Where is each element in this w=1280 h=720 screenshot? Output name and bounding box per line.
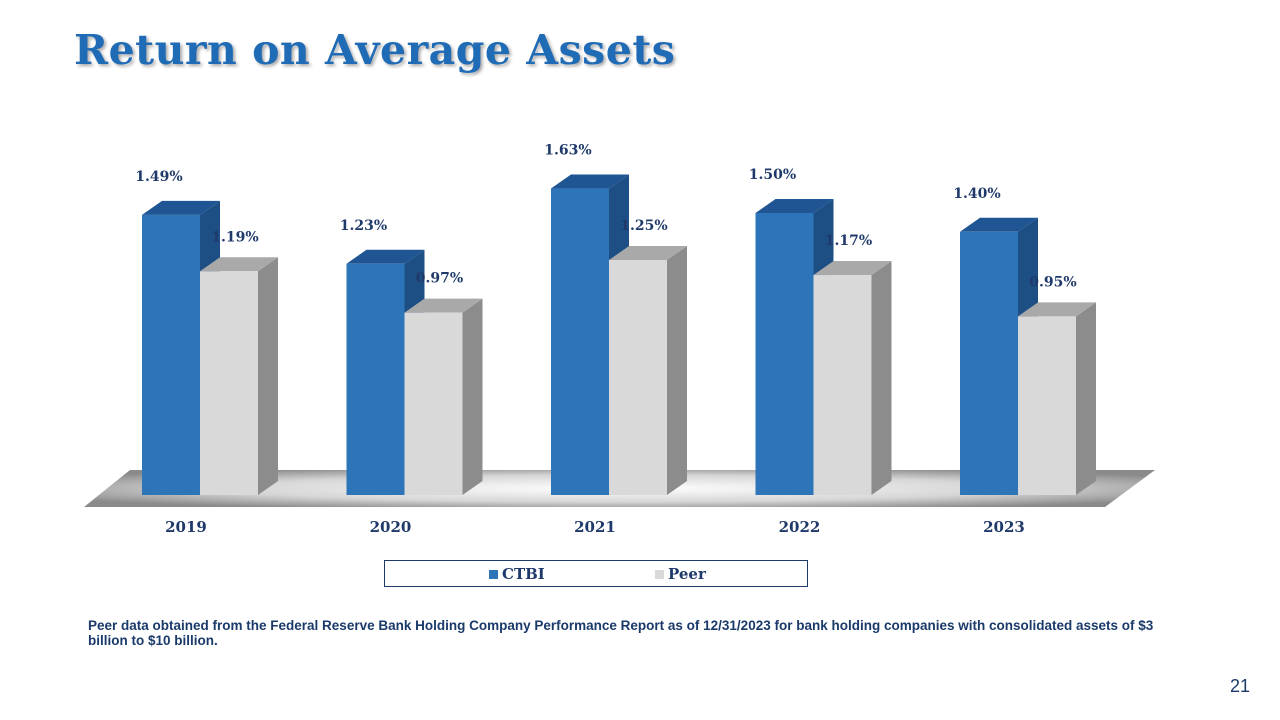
legend-item-ctbi: CTBI xyxy=(489,565,545,583)
legend-label-ctbi: CTBI xyxy=(502,565,545,583)
x-tick-label-2023: 2023 xyxy=(983,518,1025,536)
bar-peer-2021 xyxy=(609,260,667,495)
bar-top-peer-2021 xyxy=(609,246,687,260)
bar-top-peer-2022 xyxy=(813,261,892,276)
bar-top-ctbi-2023 xyxy=(960,217,1038,232)
bar-ctbi-2021 xyxy=(551,188,609,495)
bar-ctbi-2023 xyxy=(960,231,1018,496)
bar-top-ctbi-2022 xyxy=(755,199,834,213)
x-tick-label-2019: 2019 xyxy=(165,518,207,536)
bar-ctbi-2019 xyxy=(142,214,200,495)
bar-top-peer-2023 xyxy=(1018,302,1096,317)
page-number: 21 xyxy=(1229,676,1250,696)
bar-side-peer-2022 xyxy=(871,261,892,495)
bar-top-peer-2019 xyxy=(200,257,278,272)
bar-ctbi-2022 xyxy=(755,213,814,495)
legend-swatch-ctbi xyxy=(489,569,498,579)
bar-side-peer-2019 xyxy=(258,257,278,495)
data-label-ctbi-2022: 1.50% xyxy=(749,167,796,183)
data-label-peer-2019: 1.19% xyxy=(211,229,258,245)
bar-top-ctbi-2019 xyxy=(142,200,220,215)
bar-side-peer-2021 xyxy=(667,246,687,495)
data-label-ctbi-2021: 1.63% xyxy=(544,143,591,159)
bar-top-peer-2020 xyxy=(404,298,483,313)
bar-peer-2022 xyxy=(813,275,872,495)
data-label-peer-2022: 1.17% xyxy=(825,233,872,249)
legend-label-peer: Peer xyxy=(668,565,706,583)
x-tick-label-2020: 2020 xyxy=(370,518,412,536)
legend-item-peer: Peer xyxy=(655,565,706,583)
footnote: Peer data obtained from the Federal Rese… xyxy=(88,618,1154,648)
legend-swatch-peer xyxy=(655,569,664,579)
bar-top-ctbi-2021 xyxy=(551,174,629,189)
data-label-ctbi-2023: 1.40% xyxy=(953,186,1000,202)
bar-peer-2019 xyxy=(200,271,258,495)
chart-legend: CTBI Peer xyxy=(384,560,808,587)
bar-side-peer-2023 xyxy=(1076,302,1096,495)
data-label-peer-2020: 0.97% xyxy=(416,271,463,287)
bar-peer-2023 xyxy=(1018,316,1076,495)
bar-top-ctbi-2020 xyxy=(346,249,425,264)
slide-title: Return on Average Assets xyxy=(74,26,676,74)
x-tick-label-2022: 2022 xyxy=(779,518,821,536)
x-tick-label-2021: 2021 xyxy=(574,518,616,536)
data-label-peer-2023: 0.95% xyxy=(1029,274,1076,290)
bar-ctbi-2020 xyxy=(346,263,405,495)
bar-side-peer-2020 xyxy=(462,298,483,495)
data-label-ctbi-2020: 1.23% xyxy=(340,218,387,234)
data-label-ctbi-2019: 1.49% xyxy=(135,169,182,185)
bar-peer-2020 xyxy=(404,312,463,495)
data-label-peer-2021: 1.25% xyxy=(620,218,667,234)
